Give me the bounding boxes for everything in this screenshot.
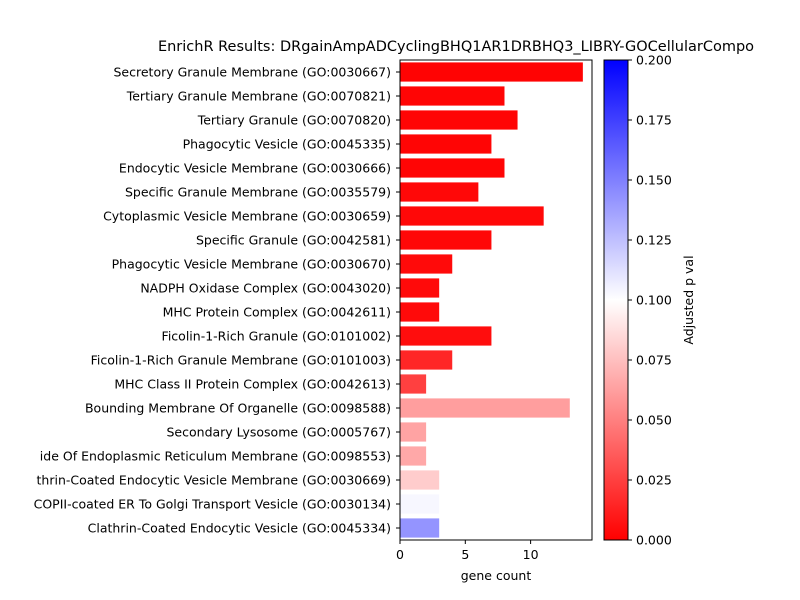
colorbar-label: Adjusted p val bbox=[681, 255, 696, 344]
bar bbox=[400, 350, 453, 370]
bar bbox=[400, 182, 479, 202]
plot-frame bbox=[399, 59, 593, 541]
x-tick-label: 5 bbox=[461, 547, 469, 562]
y-tick-label: Specific Granule (GO:0042581) bbox=[196, 233, 391, 248]
y-tick-label: Specific Granule Membrane (GO:0035579) bbox=[125, 185, 391, 200]
x-axis-label: gene count bbox=[461, 568, 532, 583]
colorbar-tick-label: 0.100 bbox=[636, 293, 672, 308]
y-tick-label: Ficolin-1-Rich Granule Membrane (GO:0101… bbox=[91, 353, 391, 368]
bar bbox=[400, 398, 570, 418]
chart-title: EnrichR Results: DRgainAmpADCyclingBHQ1A… bbox=[158, 39, 754, 55]
y-tick-label: MHC Protein Complex (GO:0042611) bbox=[163, 305, 391, 320]
bar bbox=[400, 422, 427, 442]
bar bbox=[400, 494, 440, 514]
bar bbox=[400, 302, 440, 322]
bar bbox=[400, 230, 492, 250]
bar bbox=[400, 374, 427, 394]
y-tick-label: Secretory Granule Membrane (GO:0030667) bbox=[114, 65, 392, 80]
bar bbox=[400, 518, 440, 538]
bar bbox=[400, 446, 427, 466]
bar bbox=[400, 254, 453, 274]
y-tick-label: Phagocytic Vesicle (GO:0045335) bbox=[183, 137, 391, 152]
y-tick-label: Clathrin-Coated Endocytic Vesicle (GO:00… bbox=[88, 521, 391, 536]
bar bbox=[400, 470, 440, 490]
colorbar-ticks: 0.000 0.025 0.050 0.075 0.100 0.125 0.150 0.175… bbox=[628, 53, 672, 548]
y-tick-label: Cytoplasmic Vesicle Membrane (GO:0030659… bbox=[103, 209, 391, 224]
colorbar-tick-label: 0.125 bbox=[636, 233, 672, 248]
colorbar-tick-label: 0.150 bbox=[636, 173, 672, 188]
bar bbox=[400, 326, 492, 346]
y-tick-label: Ficolin-1-Rich Granule (GO:0101002) bbox=[162, 329, 391, 344]
colorbar-tick-label: 0.175 bbox=[636, 113, 672, 128]
y-tick-label: MHC Class II Protein Complex (GO:0042613… bbox=[114, 377, 391, 392]
y-tick-labels: Secretory Granule Membrane (GO:0030667) T… bbox=[34, 65, 400, 536]
y-tick-label: Tertiary Granule Membrane (GO:0070821) bbox=[126, 89, 391, 104]
y-tick-label: Endocytic Vesicle Membrane (GO:0030666) bbox=[119, 161, 391, 176]
bar bbox=[400, 86, 505, 106]
y-tick-label: NADPH Oxidase Complex (GO:0043020) bbox=[140, 281, 391, 296]
colorbar-tick-label: 0.000 bbox=[636, 533, 672, 548]
y-tick-label: ide Of Endoplasmic Reticulum Membrane (G… bbox=[40, 449, 391, 464]
colorbar-tick-label: 0.200 bbox=[636, 53, 672, 68]
x-tick-label: 10 bbox=[523, 547, 539, 562]
bar bbox=[400, 158, 505, 178]
bar bbox=[400, 62, 583, 82]
bar bbox=[400, 278, 440, 298]
x-tick-label: 0 bbox=[396, 547, 404, 562]
y-tick-label: Tertiary Granule (GO:0070820) bbox=[197, 113, 391, 128]
colorbar bbox=[603, 59, 629, 541]
y-tick-label: Bounding Membrane Of Organelle (GO:00985… bbox=[85, 401, 391, 416]
colorbar-tick-label: 0.025 bbox=[636, 473, 672, 488]
y-tick-label: COPII-coated ER To Golgi Transport Vesic… bbox=[34, 497, 391, 512]
y-tick-label: thrin-Coated Endocytic Vesicle Membrane … bbox=[37, 473, 391, 488]
colorbar-tick-label: 0.050 bbox=[636, 413, 672, 428]
colorbar-tick-label: 0.075 bbox=[636, 353, 672, 368]
bars-group bbox=[400, 62, 583, 538]
bar bbox=[400, 110, 518, 130]
x-axis: 0 5 10 bbox=[396, 540, 539, 562]
y-tick-label: Phagocytic Vesicle Membrane (GO:0030670) bbox=[112, 257, 391, 272]
bar bbox=[400, 206, 544, 226]
bar bbox=[400, 134, 492, 154]
y-tick-label: Secondary Lysosome (GO:0005767) bbox=[167, 425, 392, 440]
